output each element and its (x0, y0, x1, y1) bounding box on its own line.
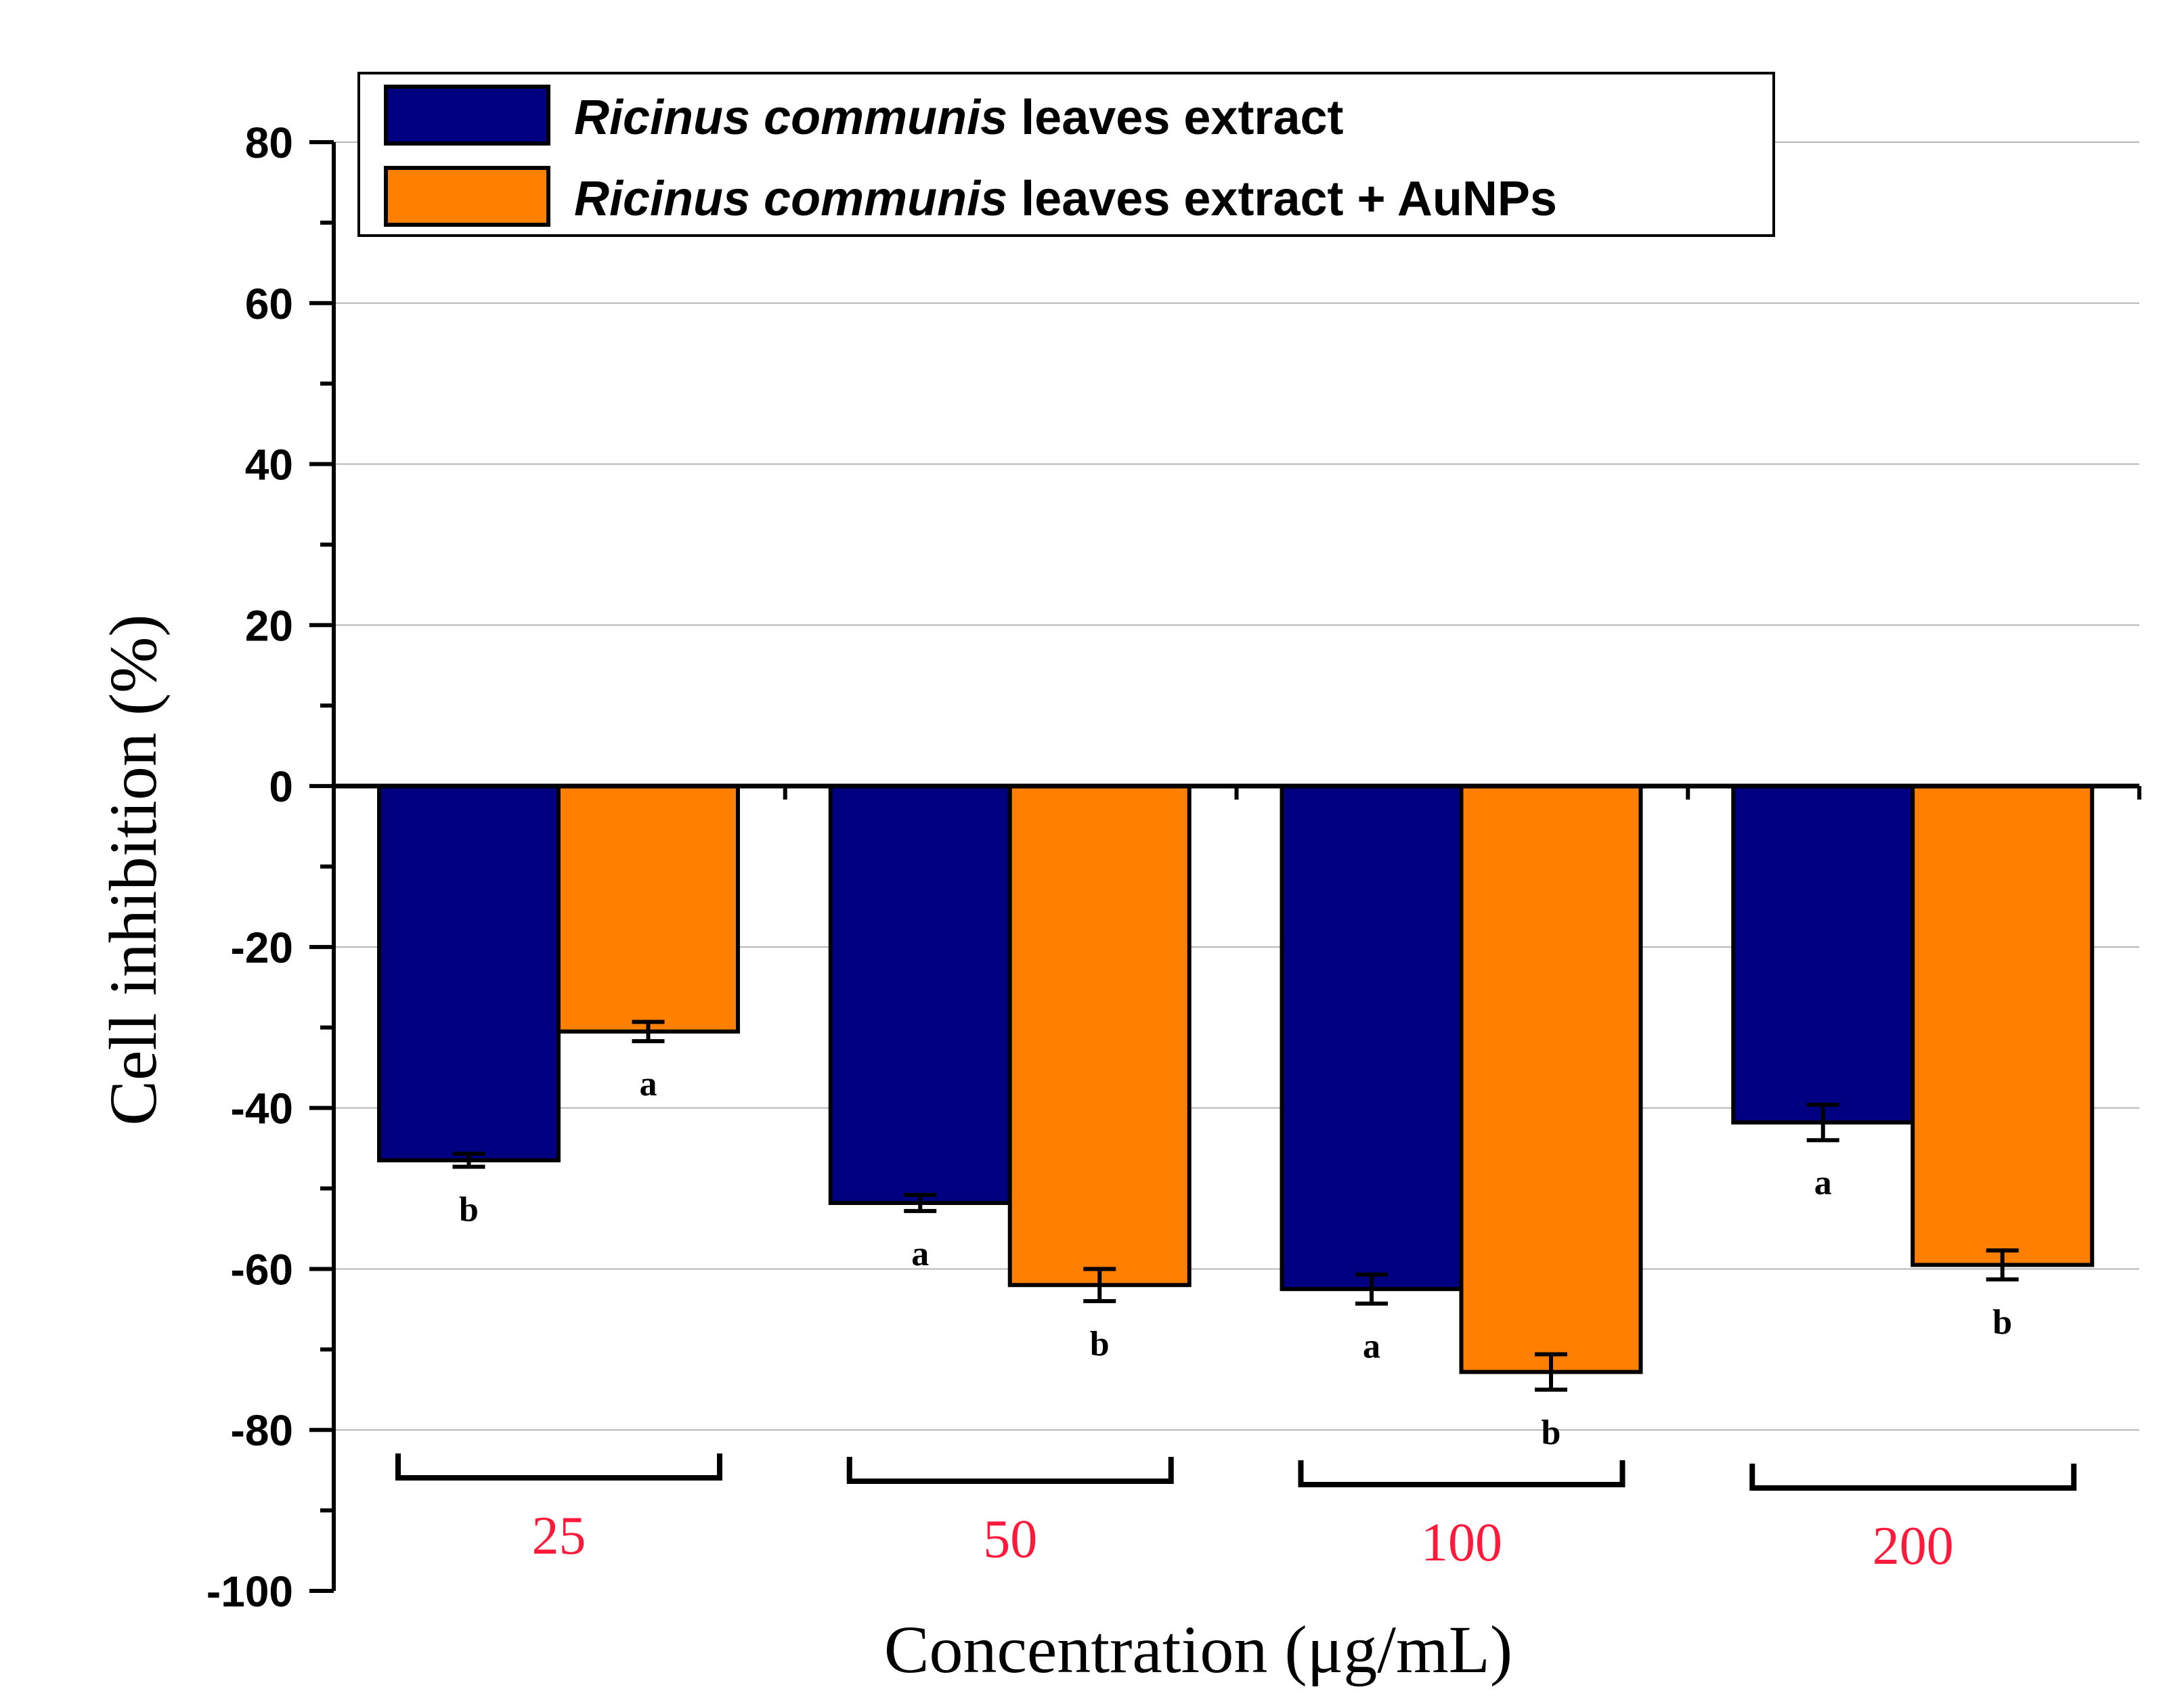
sig-label-25-series-2: a (640, 1065, 657, 1103)
y-axis-title: Cell inhibition (%) (95, 614, 171, 1125)
bracket-200 (1749, 1464, 2077, 1491)
x-axis-title: Concentration (μg/mL) (884, 1612, 1512, 1687)
y-tick-label-0: 0 (269, 762, 293, 811)
legend-label-series-2: Ricinus communis leaves extract + AuNPs (574, 172, 1557, 226)
category-brackets (395, 1453, 2077, 1491)
y-tick-label-80: 80 (245, 118, 293, 167)
legend: Ricinus communis leaves extract Ricinus … (357, 72, 1775, 237)
sig-label-100-series-2: b (1542, 1414, 1561, 1452)
y-tick-label--40: -40 (231, 1085, 294, 1133)
legend-swatch-series-2 (384, 166, 550, 227)
sig-label-50-series-1: a (911, 1235, 929, 1273)
sig-label-100-series-1: a (1363, 1328, 1380, 1366)
sig-label-200-series-1: a (1814, 1164, 1832, 1202)
legend-label-series-1: Ricinus communis leaves extract (574, 91, 1344, 145)
legend-box (357, 72, 1775, 237)
category-label-50: 50 (983, 1510, 1037, 1569)
sig-label-25-series-1: b (459, 1190, 479, 1229)
category-label-100: 100 (1421, 1513, 1502, 1573)
sig-label-200-series-2: b (1992, 1303, 2012, 1342)
y-tick-label--20: -20 (231, 923, 294, 972)
bars (377, 784, 2095, 1392)
bar-50-series-1 (828, 784, 1012, 1205)
bracket-50 (846, 1457, 1174, 1484)
bar-25-series-1 (377, 784, 561, 1162)
bracket-25 (395, 1453, 722, 1481)
sig-label-50-series-2: b (1090, 1325, 1110, 1363)
bar-100-series-1 (1280, 784, 1464, 1292)
y-tick-label--100: -100 (206, 1567, 293, 1616)
bar-200-series-2 (1910, 784, 2095, 1267)
bracket-100 (1298, 1460, 1625, 1487)
bar-100-series-2 (1459, 784, 1643, 1374)
y-tick-label-40: 40 (245, 441, 293, 489)
y-tick-label--60: -60 (231, 1245, 294, 1294)
category-label-200: 200 (1873, 1516, 1954, 1576)
y-tick-label-20: 20 (245, 601, 293, 650)
y-tick-label-60: 60 (245, 280, 293, 328)
bar-50-series-2 (1007, 784, 1192, 1288)
y-tick-label--80: -80 (231, 1406, 294, 1455)
legend-swatch-series-1 (384, 85, 550, 146)
bar-25-series-2 (556, 784, 740, 1034)
category-label-25: 25 (532, 1506, 586, 1566)
axes (309, 140, 2141, 1593)
bar-200-series-1 (1731, 784, 1915, 1125)
